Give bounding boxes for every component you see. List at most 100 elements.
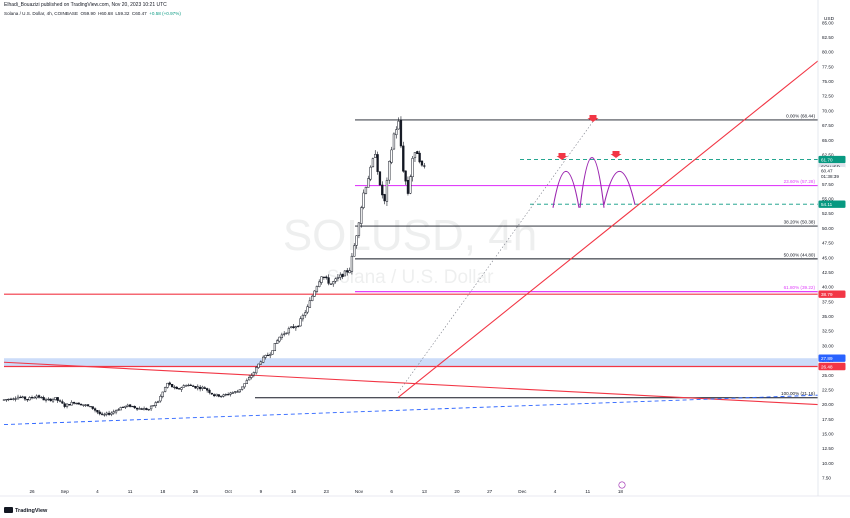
y-tick-label: 42.50 (822, 270, 834, 275)
y-tick-label: 30.00 (822, 343, 834, 348)
y-tick-label: 65.00 (822, 138, 834, 143)
price-tags: 61.70SOLUSD60.4701:38:3954.1138.7927.892… (818, 155, 846, 371)
candle-body (28, 397, 31, 401)
price-tag-box (818, 172, 846, 180)
symbol-legend[interactable]: Solana / U.S. Dollar, 4h, COINBASE O59.9… (4, 11, 182, 16)
candle-body (381, 184, 384, 196)
y-tick-label: 7.50 (822, 476, 831, 481)
x-tick-label: 9 (260, 489, 263, 494)
x-tick-label: 16 (291, 489, 297, 494)
candle-body (175, 386, 178, 390)
candle-body (131, 405, 134, 408)
candle-body (133, 406, 136, 409)
candle-body (58, 400, 62, 402)
x-tick-label: 11 (585, 489, 590, 494)
candle-body (269, 354, 272, 356)
tradingview-logo[interactable]: TradingView (4, 507, 47, 514)
candle-body (191, 385, 195, 387)
candle-body (65, 403, 69, 407)
candle-body (262, 356, 265, 363)
candle-body (135, 407, 139, 410)
candle-body (308, 300, 312, 308)
candle-body (203, 387, 206, 389)
time-axis[interactable]: 26 Sep 4 11 18 25 Oct 9 16 23 Nov 6 13 20 27 Dec 4 11 18 (0, 481, 850, 497)
candle-body (332, 281, 335, 285)
ascending-trendline (397, 60, 819, 398)
x-tick-label: 26 (29, 489, 35, 494)
candle-body (315, 286, 319, 292)
candle-body (205, 388, 209, 391)
candle-body (56, 397, 59, 401)
y-tick-label: 40.00 (822, 285, 834, 290)
descending-trendline (3, 361, 819, 406)
candle-body (7, 398, 10, 401)
candle-body (194, 386, 197, 389)
x-tick-label: 18 (618, 489, 624, 494)
y-tick-label: 47.50 (822, 241, 834, 246)
candle-body (287, 328, 291, 334)
candle-body (189, 384, 192, 386)
candle-body (367, 178, 370, 188)
x-tick-label: 11 (128, 489, 133, 494)
candle-body (357, 222, 361, 236)
candle-body (37, 395, 41, 398)
candle-body (257, 363, 260, 368)
candle-body (402, 145, 405, 172)
price-tag-text: 61.70 (821, 157, 833, 162)
y-tick-label: 25.00 (822, 373, 834, 378)
candle-body (420, 160, 424, 166)
candles (2, 116, 426, 417)
candle-body (220, 395, 223, 398)
candle-body (61, 401, 64, 404)
fib-label: 50.00% (44.80) (784, 252, 816, 257)
candle-body (166, 382, 169, 388)
price-tag-text: 27.89 (821, 356, 833, 361)
candle-body (100, 413, 104, 415)
candle-body (259, 361, 263, 365)
candle-body (311, 295, 314, 301)
candle-body (180, 387, 183, 390)
price-tag-box (818, 290, 846, 298)
price-tag-box (818, 362, 846, 371)
candle-body (187, 384, 190, 387)
candle-body (54, 397, 57, 400)
price-axis[interactable]: USD 7.50 10.00 12.50 15.00 17.50 20.00 22.50 25.… (817, 0, 835, 496)
candle-body (44, 399, 48, 401)
candle-body (35, 395, 38, 399)
candle-body (355, 235, 358, 246)
candle-body (245, 380, 248, 384)
y-tick-label: 37.50 (822, 299, 834, 304)
candle-body (40, 396, 43, 399)
candle-body (413, 152, 417, 159)
candle-body (423, 165, 426, 167)
x-tick-label: Nov (355, 489, 364, 494)
candle-body (320, 276, 323, 283)
candle-body (110, 412, 113, 415)
ohlc-change: +0.58 (+0.97%) (149, 11, 181, 16)
candle-body (318, 281, 321, 287)
candle-body (409, 176, 412, 194)
x-tick-label: 13 (422, 489, 428, 494)
price-tag-text: 54.11 (821, 202, 833, 207)
candle-body (371, 158, 375, 168)
y-tick-label: 50.00 (822, 226, 834, 231)
candle-body (21, 396, 24, 398)
candle-body (42, 397, 45, 401)
watermark: SOLUSD, 4h Solana / U.S. Dollar (283, 211, 537, 288)
candle-body (49, 398, 52, 402)
candle-body (234, 391, 237, 393)
y-tick-label: 12.50 (822, 446, 834, 451)
candle-body (63, 403, 66, 407)
candle-body (208, 389, 211, 393)
fib-levels: 0.00% (68.44) 23.60% (57.28) 38.20% (50.38… (4, 113, 818, 399)
candle-body (369, 166, 372, 180)
candle-body (383, 194, 386, 202)
candle-body (290, 326, 293, 329)
candle-body (96, 410, 99, 413)
candle-body (285, 332, 288, 334)
candle-body (397, 120, 400, 130)
candle-body (124, 405, 127, 408)
candle-body (343, 270, 347, 277)
candle-body (70, 401, 73, 406)
